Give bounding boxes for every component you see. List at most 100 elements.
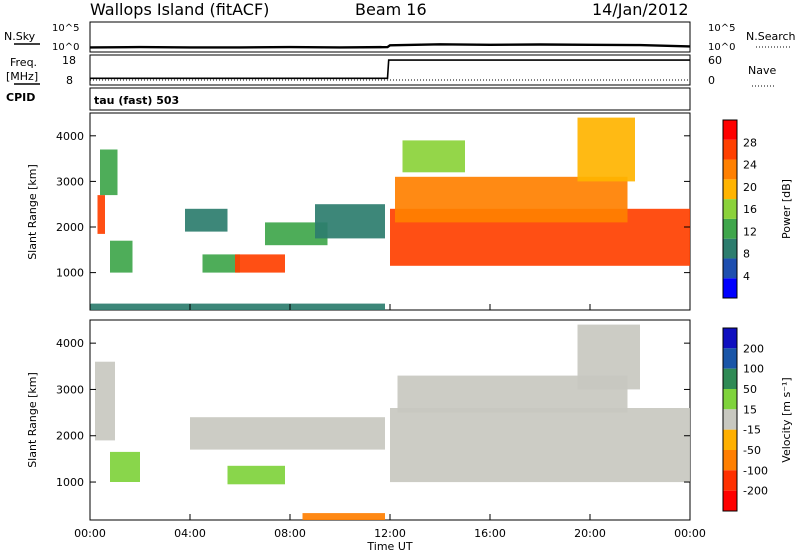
cpid-value: tau (fast) 503: [94, 94, 179, 107]
power-ytick-label-1: 2000: [56, 221, 84, 234]
nsearch-label: N.Search: [746, 30, 796, 43]
power-colorbar-cells: [723, 120, 737, 298]
beam-title: Beam 16: [355, 0, 427, 19]
station-title: Wallops Island (fitACF): [90, 0, 269, 19]
velocity-colorbar-tick-5: -50: [743, 444, 761, 457]
velocity-colorbar-tick-1: 100: [743, 363, 764, 376]
power-colorbar-tick-0: 4: [743, 270, 750, 283]
power-cell-3: [185, 208, 228, 232]
time-axis-label: Time UT: [366, 540, 412, 553]
freq-tick-top: 18: [62, 54, 76, 67]
noise-panel-frame: [89, 21, 691, 53]
velocity-cell-0: [95, 361, 115, 441]
velocity-xtick-label-4: 16:00: [474, 527, 506, 540]
power-colorbar-tick-6: 28: [743, 136, 757, 149]
power-y-ticks: 1000 2000 3000 4000: [56, 130, 690, 280]
nave-tick-top: 60: [708, 54, 722, 67]
velocity-panel: 1000 2000 3000 4000 00:00 04:00 08:00 12:00 16:…: [26, 304, 706, 553]
date-title: 14/Jan/2012: [592, 0, 689, 19]
freq-panel-frame: [89, 54, 691, 86]
velocity-xtick-label-6: 00:00: [674, 527, 706, 540]
cpid-label: CPID: [6, 91, 35, 104]
power-colorbar-cell-5: [723, 179, 737, 200]
nave-label: Nave: [748, 64, 776, 77]
nsky-series-line: [89, 43, 691, 49]
noise-panel: N.Sky N.Search 10^5 10^0 10^5 10^0: [4, 21, 796, 53]
velocity-colorbar-cell-7: [723, 470, 737, 491]
velocity-cell-7: [302, 513, 385, 520]
power-cell-1: [100, 149, 118, 196]
velocity-colorbar-cells: [723, 328, 737, 511]
velocity-ytick-label-2: 3000: [56, 383, 84, 396]
power-colorbar-cell-6: [723, 159, 737, 180]
velocity-colorbar-cell-0: [723, 328, 737, 349]
power-cell-11: [577, 117, 635, 182]
noise-tick-left-top: 10^5: [52, 23, 79, 34]
power-cell-6: [265, 222, 328, 246]
power-colorbar-tick-2: 12: [743, 225, 757, 238]
freq-tick-bottom: 8: [66, 74, 73, 87]
velocity-colorbar-cell-3: [723, 389, 737, 410]
cpid-panel: CPID tau (fast) 503: [6, 87, 691, 111]
power-ytick-label-2: 3000: [56, 175, 84, 188]
power-colorbar-frame: [722, 119, 738, 299]
power-cell-2: [110, 240, 133, 273]
noise-tick-right-bottom: 10^0: [708, 42, 735, 53]
velocity-colorbar-cell-5: [723, 429, 737, 450]
velocity-colorbar-tick-6: -100: [743, 464, 768, 477]
power-colorbar-cell-0: [723, 278, 737, 298]
velocity-colorbar-label: Velocity [m s⁻¹]: [780, 377, 793, 462]
power-marks: [90, 117, 690, 310]
velocity-xtick-label-5: 20:00: [574, 527, 606, 540]
power-colorbar-cell-1: [723, 258, 737, 279]
power-cell-0: [97, 195, 105, 234]
power-colorbar-cell-7: [723, 139, 737, 160]
velocity-y-ticks: 1000 2000 3000 4000: [56, 337, 690, 489]
power-cell-7: [315, 204, 385, 239]
power-colorbar-cell-2: [723, 238, 737, 259]
power-colorbar-ticks: 4 8 12 16 20 24 28: [743, 136, 757, 283]
velocity-xtick-label-0: 00:00: [74, 527, 106, 540]
velocity-cell-3: [190, 417, 385, 450]
power-colorbar-cell-4: [723, 199, 737, 219]
velocity-colorbar-tick-7: -200: [743, 485, 768, 498]
velocity-colorbar-cell-1: [723, 348, 737, 369]
power-cell-9: [395, 176, 628, 223]
velocity-cell-1: [110, 451, 140, 482]
power-colorbar-tick-3: 16: [743, 203, 757, 216]
velocity-cell-2: [227, 465, 285, 485]
nave-tick-bottom: 0: [708, 74, 715, 87]
power-cell-5: [235, 254, 285, 273]
noise-tick-right-top: 10^5: [708, 23, 735, 34]
power-colorbar-tick-1: 8: [743, 248, 750, 261]
power-ytick-label-0: 1000: [56, 267, 84, 280]
velocity-x-ticks: 00:00 04:00 08:00 12:00 16:00 20:00 00:00: [74, 304, 706, 540]
velocity-colorbar-cell-6: [723, 450, 737, 471]
power-y-label: Slant Range [km]: [26, 164, 39, 260]
noise-tick-left-bottom: 10^0: [52, 42, 79, 53]
power-colorbar-label: Power [dB]: [780, 179, 793, 239]
velocity-colorbar-tick-3: 15: [743, 403, 757, 416]
power-cell-10: [402, 140, 465, 173]
freq-label: Freq.: [10, 56, 37, 69]
velocity-colorbar-frame: [722, 327, 738, 512]
velocity-colorbar: 200 100 50 15 -15 -50 -100 -200 Velocity [m s⁻¹…: [722, 327, 793, 512]
velocity-ytick-label-1: 2000: [56, 430, 84, 443]
nsky-label: N.Sky: [4, 30, 36, 43]
velocity-colorbar-tick-0: 200: [743, 342, 764, 355]
velocity-xtick-label-1: 04:00: [174, 527, 206, 540]
velocity-cell-4: [390, 408, 690, 483]
power-cell-12: [90, 303, 385, 310]
velocity-colorbar-cell-4: [723, 409, 737, 430]
velocity-colorbar-ticks: 200 100 50 15 -15 -50 -100 -200: [743, 342, 768, 497]
freq-unit-label: [MHz]: [6, 70, 38, 83]
velocity-colorbar-cell-8: [723, 490, 737, 511]
power-colorbar-cell-8: [723, 120, 737, 140]
power-ytick-label-3: 4000: [56, 130, 84, 143]
power-colorbar-tick-4: 20: [743, 181, 757, 194]
velocity-colorbar-tick-4: -15: [743, 424, 761, 437]
velocity-xtick-label-3: 12:00: [374, 527, 406, 540]
freq-series-line: [90, 59, 690, 80]
velocity-marks: [95, 324, 690, 520]
